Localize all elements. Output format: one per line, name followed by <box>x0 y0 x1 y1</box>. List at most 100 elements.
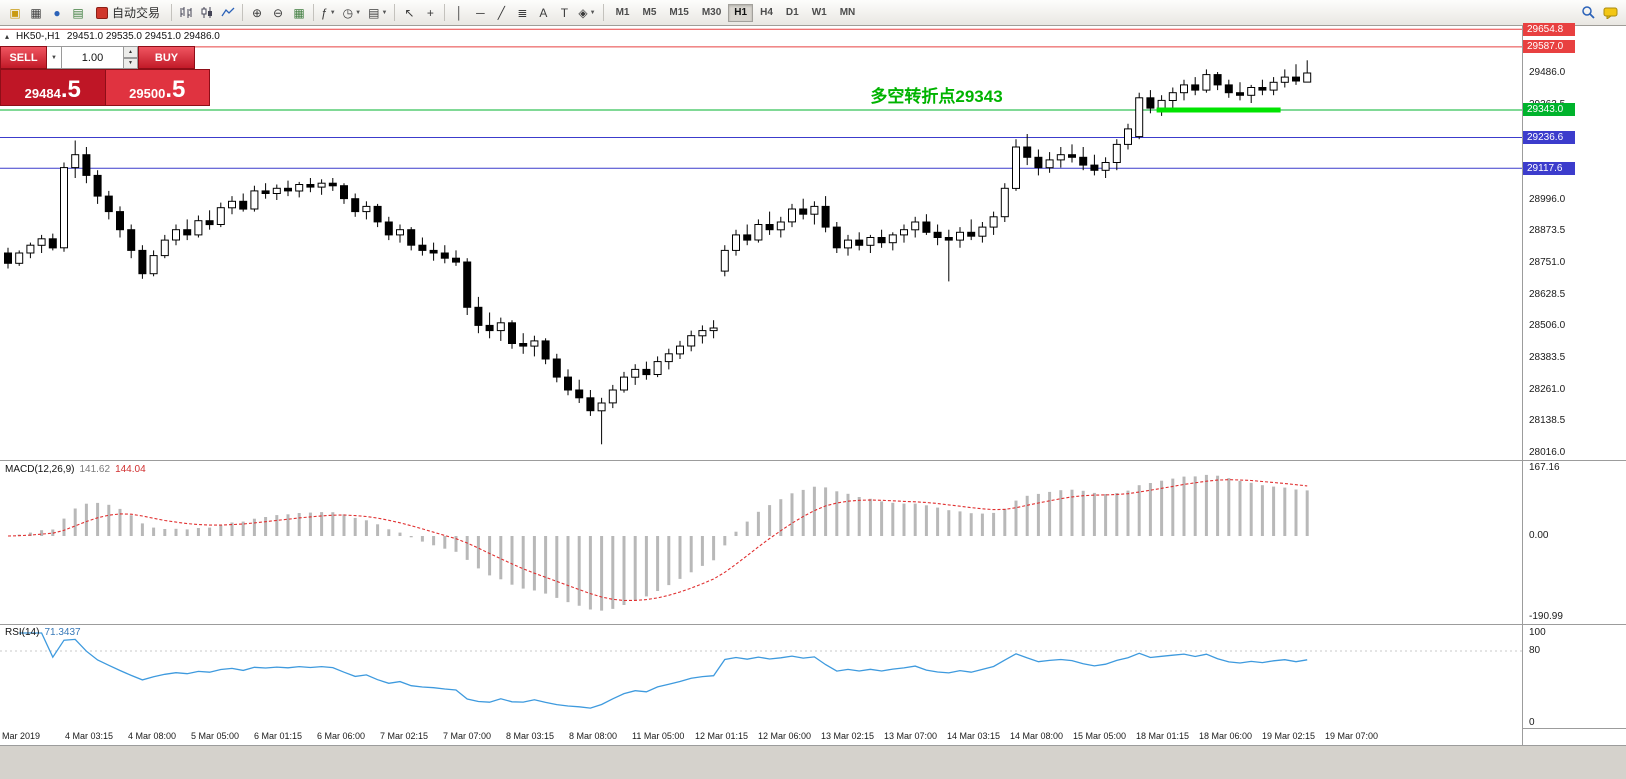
rsi-label: RSI(14) 71.3437 <box>5 627 81 638</box>
pane-separator[interactable] <box>0 624 1626 625</box>
periods-button[interactable]: ◷ ▼ <box>340 3 364 23</box>
time-axis-label: 12 Mar 06:00 <box>758 731 812 741</box>
zoom-out-icon: ⊖ <box>272 5 284 20</box>
price-axis: 29486.029363.529241.029118.528996.028873… <box>1523 0 1626 779</box>
volume-preset-dropdown[interactable]: ▼ <box>47 46 62 69</box>
macd-name: MACD(12,26,9) <box>5 464 75 475</box>
price-axis-label: 29486.0 <box>1529 67 1566 78</box>
timeframe-button-m30[interactable]: M30 <box>696 4 727 22</box>
market-watch-icon: ▤ <box>72 5 84 20</box>
price-axis-label: 28016.0 <box>1529 447 1566 459</box>
rsi-axis-label: 80 <box>1529 645 1541 656</box>
sell-price-pips: .5 <box>60 76 81 103</box>
timeframe-button-m1[interactable]: M1 <box>610 4 636 22</box>
time-axis-label: 12 Mar 01:15 <box>695 731 749 741</box>
cursor-icon: ↖ <box>404 5 415 20</box>
time-axis-label: 19 Mar 02:15 <box>1262 731 1316 741</box>
price-axis-label: 28506.0 <box>1529 320 1566 332</box>
sell-price[interactable]: 29484.5 <box>0 69 105 106</box>
timeframe-button-h4[interactable]: H4 <box>754 4 779 22</box>
crosshair-icon: + <box>426 5 434 20</box>
vertical-line-tool-button[interactable]: │ <box>449 3 469 23</box>
fibonacci-tool-button[interactable]: ≣ <box>512 3 532 23</box>
timeframe-toolbar: M1 M5 M15 M30 H1 H4 D1 W1 MN <box>610 3 862 22</box>
price-chart-canvas[interactable]: 多空转折点29343 <box>0 26 1522 460</box>
toolbar-separator <box>313 4 315 21</box>
messages-button[interactable] <box>1600 3 1621 23</box>
price-level-badge: 29343.0 <box>1523 103 1575 117</box>
macd-axis-label: -190.99 <box>1529 611 1563 623</box>
chevron-down-icon: ▼ <box>589 9 596 16</box>
search-icon <box>1582 6 1595 19</box>
horizontal-line-tool-button[interactable]: ─ <box>470 3 490 23</box>
profile-icon: ● <box>53 5 61 20</box>
autotrading-status-icon <box>96 6 108 19</box>
text-tool-button[interactable]: A <box>533 3 553 23</box>
rsi-chart-canvas[interactable] <box>0 625 1522 728</box>
volume-increase-button[interactable]: ▲ <box>124 46 138 58</box>
sell-button[interactable]: SELL <box>0 46 47 69</box>
collapse-panel-icon[interactable]: ▴ <box>5 32 10 41</box>
profiles-button[interactable]: ● <box>47 3 67 23</box>
chevron-down-icon: ▼ <box>381 9 388 16</box>
trendline-tool-button[interactable]: ╱ <box>491 3 511 23</box>
candlestick-mode-button[interactable] <box>197 3 217 23</box>
bar-chart-mode-button[interactable] <box>176 3 196 23</box>
market-watch-button[interactable]: ▤ <box>68 3 88 23</box>
volume-input[interactable] <box>62 46 124 69</box>
text-icon: A <box>539 5 548 20</box>
templates-icon: ▤ <box>368 5 380 20</box>
charts-button[interactable]: ▦ <box>26 3 46 23</box>
timeframe-button-m5[interactable]: M5 <box>636 4 662 22</box>
time-axis-label: 6 Mar 06:00 <box>317 731 366 741</box>
timeframe-button-m15[interactable]: M15 <box>663 4 694 22</box>
horizontal-line-icon: ─ <box>476 5 485 20</box>
bar-chart-icon <box>180 7 192 18</box>
timeframe-button-d1[interactable]: D1 <box>780 4 805 22</box>
new-order-button[interactable]: ▣ <box>5 3 25 23</box>
volume-steppers: ▲ ▼ <box>124 46 138 69</box>
chat-icon <box>1603 7 1618 19</box>
price-level-badge: 29236.6 <box>1523 130 1575 144</box>
time-axis[interactable]: Mar 2019 4 Mar 03:15 4 Mar 08:00 5 Mar 05:0… <box>0 728 1522 745</box>
timeframe-button-w1[interactable]: W1 <box>806 4 833 22</box>
line-chart-icon <box>221 7 235 17</box>
macd-main-value: 141.62 <box>79 464 111 475</box>
time-axis-label: 19 Mar 07:00 <box>1325 731 1379 741</box>
price-level-badge: 29654.8 <box>1523 22 1575 36</box>
zoom-out-button[interactable]: ⊖ <box>268 3 288 23</box>
buy-price-main: 29500 <box>129 86 166 101</box>
price-level-badge: 29587.0 <box>1523 40 1575 54</box>
time-axis-label: 8 Mar 03:15 <box>506 731 555 741</box>
macd-chart-canvas[interactable] <box>0 461 1522 624</box>
time-axis-label: 7 Mar 07:00 <box>443 731 492 741</box>
label-tool-button[interactable]: T <box>554 3 574 23</box>
indicators-button[interactable]: ƒ ▼ <box>318 3 339 23</box>
pane-separator[interactable] <box>0 460 1626 461</box>
time-axis-label: 8 Mar 08:00 <box>569 731 618 741</box>
volume-decrease-button[interactable]: ▼ <box>124 57 138 69</box>
timeframe-button-mn[interactable]: MN <box>834 4 862 22</box>
rsi-axis-label: 100 <box>1529 627 1546 638</box>
buy-button[interactable]: BUY <box>138 46 195 69</box>
search-button[interactable] <box>1578 3 1599 23</box>
macd-axis-label: 167.16 <box>1529 462 1560 473</box>
buy-price[interactable]: 29500.5 <box>104 69 210 106</box>
chevron-down-icon: ▼ <box>51 54 57 61</box>
chevron-down-icon: ▼ <box>329 9 336 16</box>
rsi-value: 71.3437 <box>44 627 81 638</box>
tile-windows-button[interactable]: ▦ <box>289 3 309 23</box>
autotrading-button[interactable]: 自动交易 <box>89 3 167 23</box>
shapes-tool-button[interactable]: ◈ ▼ <box>575 3 598 23</box>
price-axis-line <box>1522 26 1523 745</box>
time-axis-label: 13 Mar 07:00 <box>884 731 938 741</box>
timeframe-button-h1[interactable]: H1 <box>728 3 754 22</box>
templates-button[interactable]: ▤ ▼ <box>365 3 390 23</box>
line-chart-mode-button[interactable] <box>218 3 238 23</box>
price-axis-label: 28628.5 <box>1529 288 1566 300</box>
time-axis-label: Mar 2019 <box>2 731 41 741</box>
crosshair-tool-button[interactable]: + <box>420 3 440 23</box>
zoom-in-button[interactable]: ⊕ <box>247 3 267 23</box>
cursor-tool-button[interactable]: ↖ <box>399 3 419 23</box>
